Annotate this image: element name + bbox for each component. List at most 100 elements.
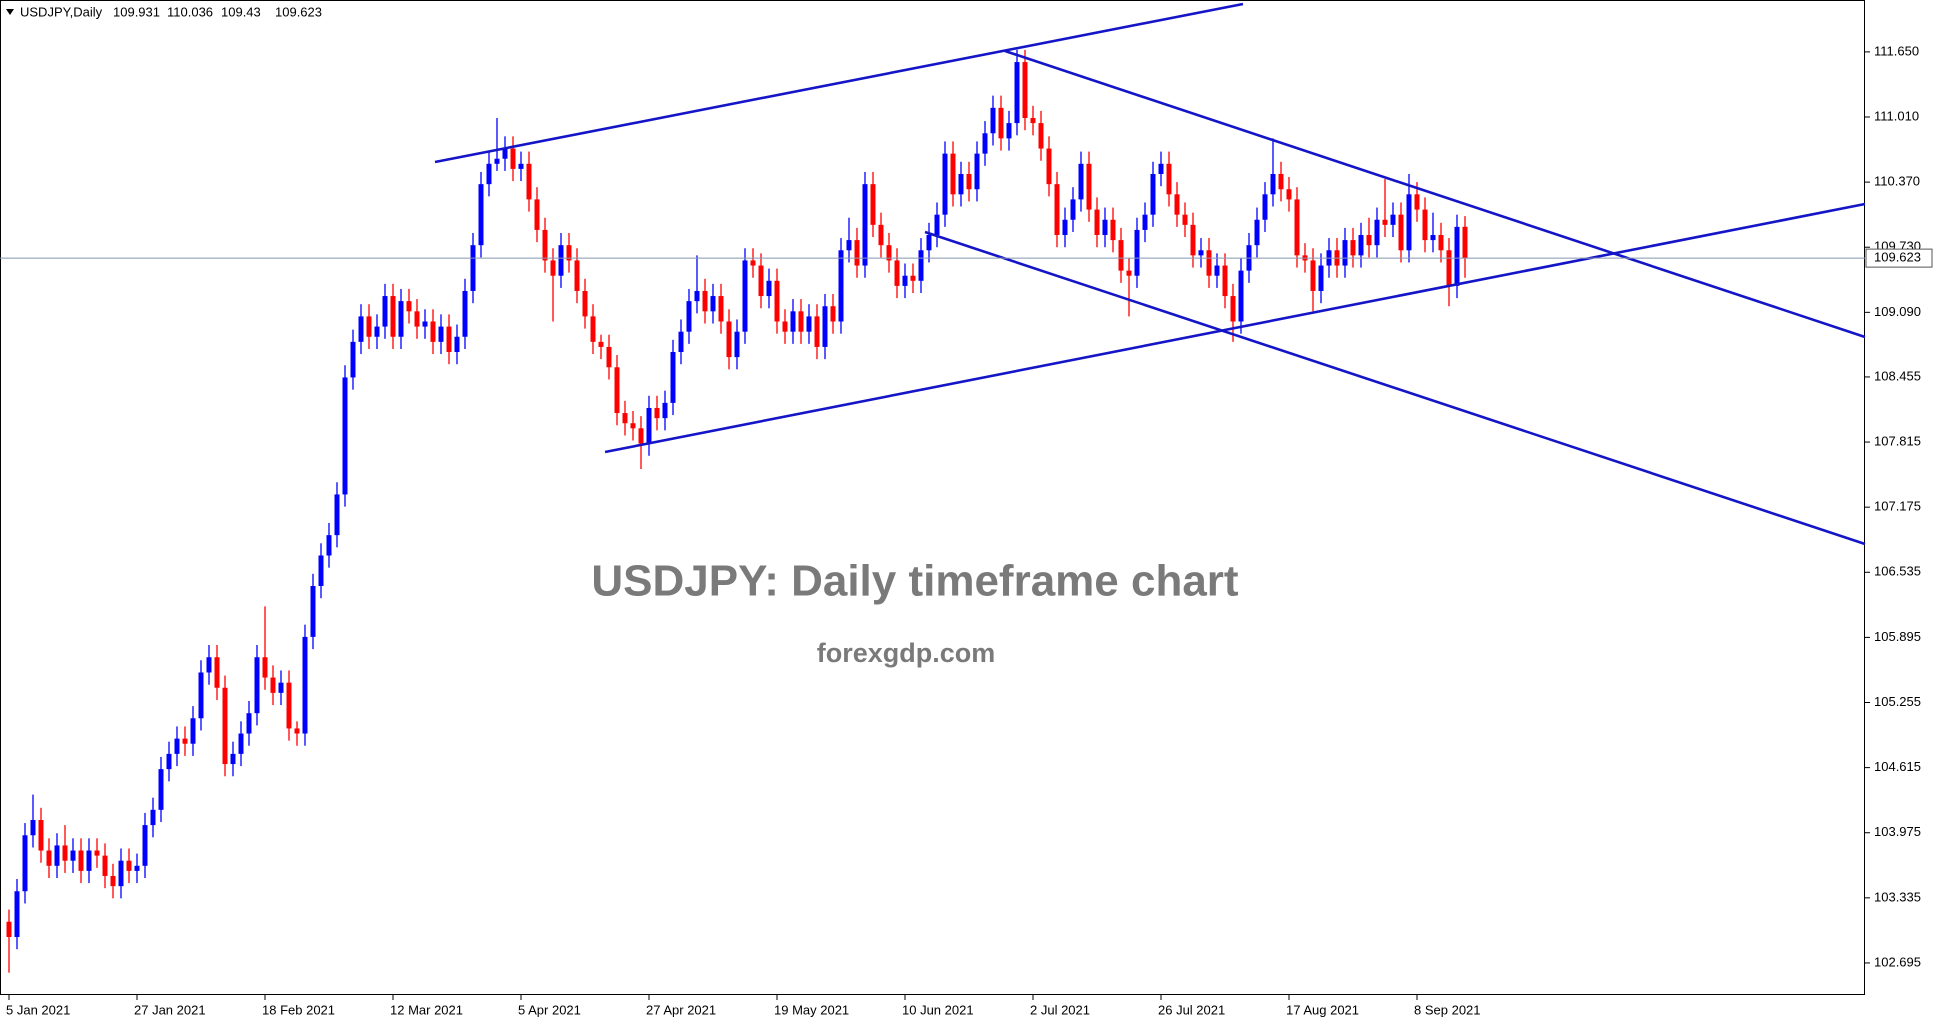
price-label-box [1865, 248, 1933, 268]
candle-body [70, 850, 76, 861]
close-value: 109.623 [275, 4, 322, 19]
candle-body [1374, 219, 1380, 246]
candle-body [118, 860, 124, 887]
candle-body [30, 820, 36, 836]
x-tick-label: 2 Jul 2021 [1030, 1002, 1090, 1017]
candle-body [238, 733, 244, 754]
candle-body [750, 260, 756, 266]
candle-body [918, 250, 924, 281]
candle-body [6, 921, 12, 938]
candle-body [814, 316, 820, 347]
candle-body [382, 296, 388, 327]
candle-body [1430, 235, 1436, 241]
candle-body [214, 657, 220, 688]
candle-body [886, 245, 892, 261]
candle-body [982, 133, 988, 154]
y-tick-label: 111.010 [1874, 108, 1919, 123]
candle-body [1294, 199, 1300, 256]
candle-body [422, 321, 428, 327]
candle-body [126, 860, 132, 871]
candle-body [1206, 250, 1212, 276]
candle-body [1358, 235, 1364, 256]
x-tick-label: 17 Aug 2021 [1286, 1002, 1359, 1017]
candle-body [1070, 199, 1076, 220]
candle-body [134, 865, 140, 871]
candle-body [1022, 62, 1028, 119]
y-tick-label: 110.370 [1874, 174, 1920, 189]
x-tick-label: 18 Feb 2021 [262, 1002, 335, 1017]
y-tick-label: 106.535 [1874, 564, 1921, 579]
candle-body [742, 260, 748, 332]
candle-body [1342, 240, 1348, 266]
y-tick-label: 105.255 [1874, 694, 1921, 709]
candle-body [782, 321, 788, 332]
candle-body [654, 407, 660, 419]
candle-body [726, 321, 732, 358]
candle-body [1446, 250, 1452, 286]
candle-body [1238, 270, 1244, 322]
candle-body [398, 301, 404, 337]
trend-line [924, 230, 1866, 546]
candle-body [830, 306, 836, 322]
candle-body [78, 850, 84, 871]
x-tick-label: 27 Apr 2021 [646, 1002, 716, 1017]
candle-body [1142, 214, 1148, 230]
candle-body [318, 555, 324, 587]
candle-body [966, 173, 972, 190]
candle-body [1134, 229, 1140, 276]
candle-body [950, 153, 956, 195]
candle-body [686, 301, 692, 332]
candle-body [1110, 219, 1116, 241]
candle-body [974, 153, 980, 190]
candle-body [438, 326, 444, 342]
candle-body [1398, 214, 1404, 251]
candle-body [622, 413, 628, 424]
candle-body [1166, 163, 1172, 195]
candle-body [550, 260, 556, 276]
candle-body [1046, 148, 1052, 185]
x-tick-label: 8 Sep 2021 [1414, 1002, 1481, 1017]
candle-body [566, 245, 572, 261]
collapse-icon [6, 9, 14, 15]
candle-body [902, 275, 908, 286]
candle-body [486, 163, 492, 185]
x-tick-label: 10 Jun 2021 [902, 1002, 974, 1017]
candle-body [630, 423, 636, 429]
y-tick-label: 103.335 [1874, 889, 1921, 904]
candle-body [406, 301, 412, 312]
candle-body [174, 738, 180, 754]
y-tick-label: 105.895 [1874, 629, 1921, 644]
candle-body [1086, 163, 1092, 210]
candle-body [1118, 240, 1124, 271]
candle-body [798, 311, 804, 332]
candle-body [142, 825, 148, 866]
candle-body [1030, 118, 1036, 124]
candle-body [254, 657, 260, 714]
candle-body [1174, 194, 1180, 215]
candle-body [926, 235, 932, 251]
candle-body [998, 107, 1004, 139]
candle-body [286, 682, 292, 729]
candle-body [46, 850, 52, 866]
y-tick-label: 109.090 [1874, 304, 1921, 319]
candle-body [678, 331, 684, 353]
candle-body [1318, 265, 1324, 291]
x-tick-label: 5 Apr 2021 [518, 1002, 581, 1017]
candle-body [38, 820, 44, 851]
x-tick-label: 5 Jan 2021 [6, 1002, 70, 1017]
candle-body [158, 769, 164, 810]
plot-frame [0, 0, 1865, 995]
high-value: 110.036 [167, 4, 213, 19]
candle-body [1438, 235, 1444, 251]
candle-body [774, 280, 780, 322]
candle-body [270, 677, 276, 693]
candle-body [806, 316, 812, 332]
candle-body [534, 199, 540, 230]
y-tick-label: 111.650 [1874, 43, 1919, 58]
candle-body [1454, 226, 1460, 286]
candle-body [454, 336, 460, 353]
y-tick-label: 103.975 [1874, 824, 1921, 839]
candle-body [1406, 194, 1412, 251]
candle-body [1350, 240, 1356, 256]
